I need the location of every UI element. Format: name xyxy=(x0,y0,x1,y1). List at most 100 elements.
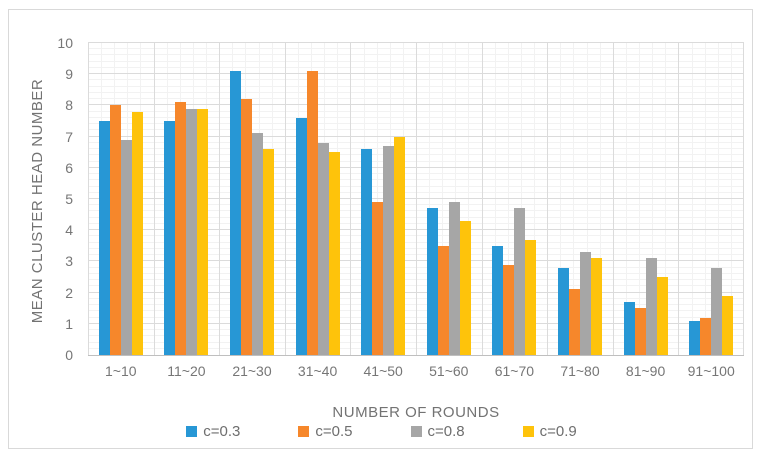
y-tick-label: 8 xyxy=(65,97,73,114)
x-tick-label: 51~60 xyxy=(429,363,469,379)
bar-c=0.3-1~10 xyxy=(98,121,110,355)
legend-item-c=0.8: c=0.8 xyxy=(410,423,465,440)
minor-gridline-v xyxy=(560,43,562,355)
chart-frame: MEAN CLUSTER HEAD NUMBER 0 1 2 3 4 5 6 7 8 9 10 1~… xyxy=(8,9,753,449)
bar-group-11~20 xyxy=(154,43,220,355)
bar-c=0.9-11~20 xyxy=(197,108,209,355)
legend-item-c=0.5: c=0.5 xyxy=(298,423,353,440)
bar-c=0.3-91~100 xyxy=(689,320,701,355)
legend-label: c=0.3 xyxy=(203,423,241,440)
bar-c=0.9-81~90 xyxy=(656,277,668,355)
major-gridline-v xyxy=(547,43,549,355)
legend-item-c=0.3: c=0.3 xyxy=(186,423,240,440)
bar-group-71~80 xyxy=(547,43,613,355)
minor-gridline-v xyxy=(625,43,627,355)
bar-c=0.5-1~10 xyxy=(109,105,121,355)
bar-group-41~50 xyxy=(350,43,416,355)
legend-label: c=0.5 xyxy=(315,423,353,440)
bar-c=0.5-31~40 xyxy=(306,71,318,355)
minor-gridline-v xyxy=(652,43,654,355)
y-tick-label: 1 xyxy=(65,315,73,332)
y-tick-label: 7 xyxy=(65,128,73,145)
x-tick-label: 31~40 xyxy=(297,363,338,379)
major-gridline-v xyxy=(416,43,417,355)
y-tick-label: 6 xyxy=(65,159,73,176)
x-tick-label: 1~10 xyxy=(105,363,137,379)
bar-c=0.9-31~40 xyxy=(328,152,340,355)
bar-c=0.9-1~10 xyxy=(131,111,143,355)
bar-c=0.3-71~80 xyxy=(557,267,569,355)
bar-c=0.8-71~80 xyxy=(579,252,591,355)
y-tick-label: 0 xyxy=(65,347,73,363)
minor-gridline-v xyxy=(691,43,693,355)
minor-gridline-v xyxy=(468,43,470,355)
minor-gridline-v xyxy=(573,43,575,355)
legend-label: c=0.8 xyxy=(427,423,465,440)
bar-c=0.8-21~30 xyxy=(251,133,263,355)
bar-c=0.5-41~50 xyxy=(372,202,384,355)
bar-c=0.9-51~60 xyxy=(459,220,471,355)
major-gridline-v xyxy=(612,43,614,355)
major-gridline-v xyxy=(219,43,221,355)
y-tick-label: 10 xyxy=(57,35,73,51)
x-tick-label: 71~80 xyxy=(560,363,600,379)
y-tick-label: 5 xyxy=(65,191,73,207)
minor-gridline-v xyxy=(730,43,732,355)
bar-c=0.8-61~70 xyxy=(514,208,526,355)
minor-gridline-v xyxy=(520,43,522,355)
y-tick-label: 2 xyxy=(65,284,73,301)
bar-group-91~100 xyxy=(678,43,744,355)
legend-item-c=0.9: c=0.9 xyxy=(522,423,577,440)
bar-c=0.5-11~20 xyxy=(175,102,187,355)
minor-gridline-v xyxy=(704,43,706,355)
minor-gridline-v xyxy=(494,43,496,355)
bar-group-1~10 xyxy=(88,43,154,355)
minor-gridline-v xyxy=(717,43,719,355)
major-gridline-v xyxy=(743,43,744,355)
legend-label: c=0.9 xyxy=(539,423,577,440)
minor-gridline-v xyxy=(665,43,667,355)
bar-c=0.5-91~100 xyxy=(700,317,712,355)
minor-gridline-v xyxy=(586,43,588,355)
minor-gridline-v xyxy=(639,43,641,355)
x-tick-label: 41~50 xyxy=(363,363,403,379)
bar-c=0.9-41~50 xyxy=(394,136,406,355)
bar-c=0.5-51~60 xyxy=(437,245,449,355)
bar-c=0.8-1~10 xyxy=(120,139,132,355)
minor-gridline-v xyxy=(534,43,536,355)
bar-c=0.8-81~90 xyxy=(645,258,657,355)
major-gridline-v xyxy=(284,43,286,355)
minor-gridline-v xyxy=(442,43,444,355)
bar-c=0.5-21~30 xyxy=(240,99,252,355)
minor-gridline-v xyxy=(429,43,431,355)
x-axis-title: NUMBER OF ROUNDS xyxy=(332,404,500,421)
x-tick-label: 61~70 xyxy=(494,363,535,379)
bar-c=0.9-21~30 xyxy=(262,149,274,355)
x-tick-label: 21~30 xyxy=(232,363,272,379)
bar-c=0.9-61~70 xyxy=(525,239,537,355)
bar-c=0.8-31~40 xyxy=(317,142,329,355)
x-tick-label: 81~90 xyxy=(625,363,666,379)
bar-c=0.8-51~60 xyxy=(448,202,460,355)
legend-swatch-icon xyxy=(522,426,534,437)
bar-group-81~90 xyxy=(613,43,679,355)
bar-group-61~70 xyxy=(482,43,548,355)
bar-c=0.8-11~20 xyxy=(186,108,198,355)
bar-c=0.3-41~50 xyxy=(361,149,373,355)
bar-group-21~30 xyxy=(219,43,285,355)
bar-c=0.8-91~100 xyxy=(711,267,723,355)
minor-gridline-v xyxy=(507,43,509,355)
minor-gridline-v xyxy=(599,43,601,355)
bar-c=0.5-61~70 xyxy=(503,264,515,355)
legend-swatch-icon xyxy=(410,426,422,437)
minor-gridline-v xyxy=(376,43,378,355)
bar-c=0.3-21~30 xyxy=(229,71,241,355)
y-tick-label: 4 xyxy=(65,222,73,239)
y-tick-label: 3 xyxy=(65,253,73,270)
bar-c=0.3-11~20 xyxy=(164,121,176,355)
bar-c=0.5-71~80 xyxy=(568,289,580,355)
bar-group-51~60 xyxy=(416,43,482,355)
bar-c=0.3-31~40 xyxy=(295,117,307,355)
bar-c=0.3-51~60 xyxy=(426,208,438,355)
plot-area xyxy=(88,42,744,356)
